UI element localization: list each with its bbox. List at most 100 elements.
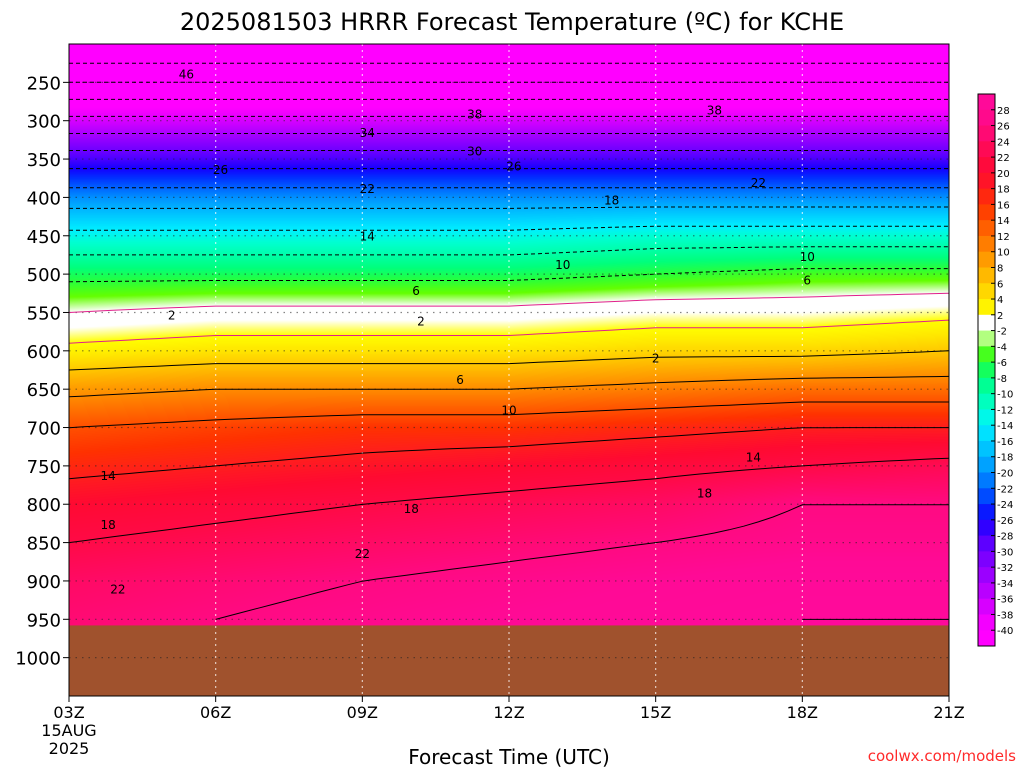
colorbar-label: 26 (997, 122, 1010, 133)
colorbar-cell (978, 456, 995, 474)
contour-label: 34 (360, 126, 375, 140)
contour-label: 14 (360, 230, 375, 244)
contour-label: 14 (746, 450, 761, 464)
contour-label: 6 (412, 284, 420, 298)
colorbar-label: -22 (997, 484, 1013, 495)
contour-label: 6 (803, 273, 811, 287)
colorbar-label: 12 (997, 232, 1010, 243)
colorbar-label: -40 (997, 626, 1013, 637)
colorbar-cell (978, 519, 995, 537)
colorbar-label: 22 (997, 153, 1010, 164)
contour-label: 18 (604, 193, 619, 207)
contour-label: 22 (751, 176, 766, 190)
y-tick-label: 650 (27, 380, 61, 401)
colorbar-cell (978, 220, 995, 237)
colorbar-cell (978, 614, 995, 631)
y-tick-label: 800 (27, 495, 61, 516)
colorbar-frame (977, 93, 996, 647)
colorbar-cell (978, 109, 995, 127)
colorbar-label: -6 (997, 358, 1007, 369)
x-tick-label: 09Z (347, 703, 378, 722)
contour-label: 10 (555, 258, 570, 272)
isotherm-line (69, 427, 949, 480)
colorbar-cell (978, 188, 995, 205)
colorbar-label: -20 (997, 469, 1013, 480)
isotherm-line (69, 319, 949, 344)
contour-label: 30 (467, 144, 482, 158)
x-tick-label: 21Z (933, 703, 964, 722)
contour-label: 46 (179, 68, 194, 82)
colorbar-cell (978, 472, 995, 489)
colorbar-label: 4 (997, 295, 1003, 306)
contour-label: 10 (501, 404, 516, 418)
contour-label: 14 (100, 469, 115, 483)
colorbar-label: -24 (997, 500, 1013, 511)
colorbar-label: 28 (997, 106, 1010, 117)
colorbar-cell (978, 157, 995, 174)
colorbar-label: 2 (997, 311, 1003, 322)
colorbar-label: 10 (997, 248, 1010, 259)
contour-label: 18 (100, 518, 115, 532)
colorbar-cell (978, 204, 995, 221)
isotherm-line (69, 457, 949, 544)
contour-label: 18 (404, 502, 419, 516)
colorbar-cell (978, 283, 995, 300)
x-date-day: 15AUG (41, 721, 96, 740)
colorbar-cell (978, 630, 995, 647)
colorbar-cell (978, 535, 995, 552)
isotherm-line (69, 350, 949, 371)
colorbar-label: -34 (997, 579, 1013, 590)
colorbar-label: 14 (997, 216, 1010, 227)
colorbar-cell (978, 551, 995, 568)
colorbar-cell (978, 141, 995, 158)
colorbar-cell (978, 125, 995, 142)
contour-label: 38 (707, 104, 722, 118)
colorbar-label: -8 (997, 374, 1007, 385)
y-tick-label: 900 (27, 572, 61, 593)
y-tick-label: 300 (27, 112, 61, 133)
colorbar-cell (978, 488, 995, 505)
x-date-year: 2025 (49, 739, 90, 758)
y-tick-label: 500 (27, 265, 61, 286)
isotherm-contours (69, 44, 949, 620)
colorbar-cell (978, 440, 995, 458)
colorbar-cell (978, 251, 995, 268)
colorbar-label: -10 (997, 390, 1013, 401)
y-tick-label: 1000 (15, 649, 61, 670)
terrain (69, 625, 949, 696)
y-tick-label: 400 (27, 188, 61, 209)
contour-label: 10 (800, 250, 815, 264)
colorbar-label: -14 (997, 421, 1013, 432)
contour-label: 22 (110, 582, 125, 596)
colorbar-label: -26 (997, 516, 1013, 527)
x-tick-label: 06Z (200, 703, 231, 722)
colorbar-cell (978, 314, 995, 332)
colorbar-label: -28 (997, 532, 1013, 543)
colorbar-cell (978, 425, 995, 442)
colorbar-label: -30 (997, 547, 1013, 558)
contour-label: 2 (652, 351, 660, 365)
colorbar-label: -18 (997, 453, 1013, 464)
colorbar-cell (978, 393, 995, 410)
y-tick-label: 600 (27, 342, 61, 363)
colorbar-cell (978, 299, 995, 316)
x-tick-label: 03Z (53, 703, 84, 722)
colorbar-label: -16 (997, 437, 1013, 448)
colorbar-label: 16 (997, 200, 1010, 211)
contour-label: 2 (417, 315, 425, 329)
colorbar-label: 24 (997, 137, 1010, 148)
colorbar-cell (978, 409, 995, 426)
colorbar-cell (978, 267, 995, 284)
y-tick-label: 250 (27, 73, 61, 94)
colorbar-label: -36 (997, 595, 1013, 606)
y-tick-label: 450 (27, 227, 61, 248)
colorbar-cell (978, 582, 995, 600)
colorbar-label: 6 (997, 279, 1003, 290)
isotherm-line (215, 504, 949, 620)
contour-label: 26 (213, 163, 228, 177)
isotherm-line (69, 401, 949, 429)
colorbar-cell (978, 94, 995, 111)
